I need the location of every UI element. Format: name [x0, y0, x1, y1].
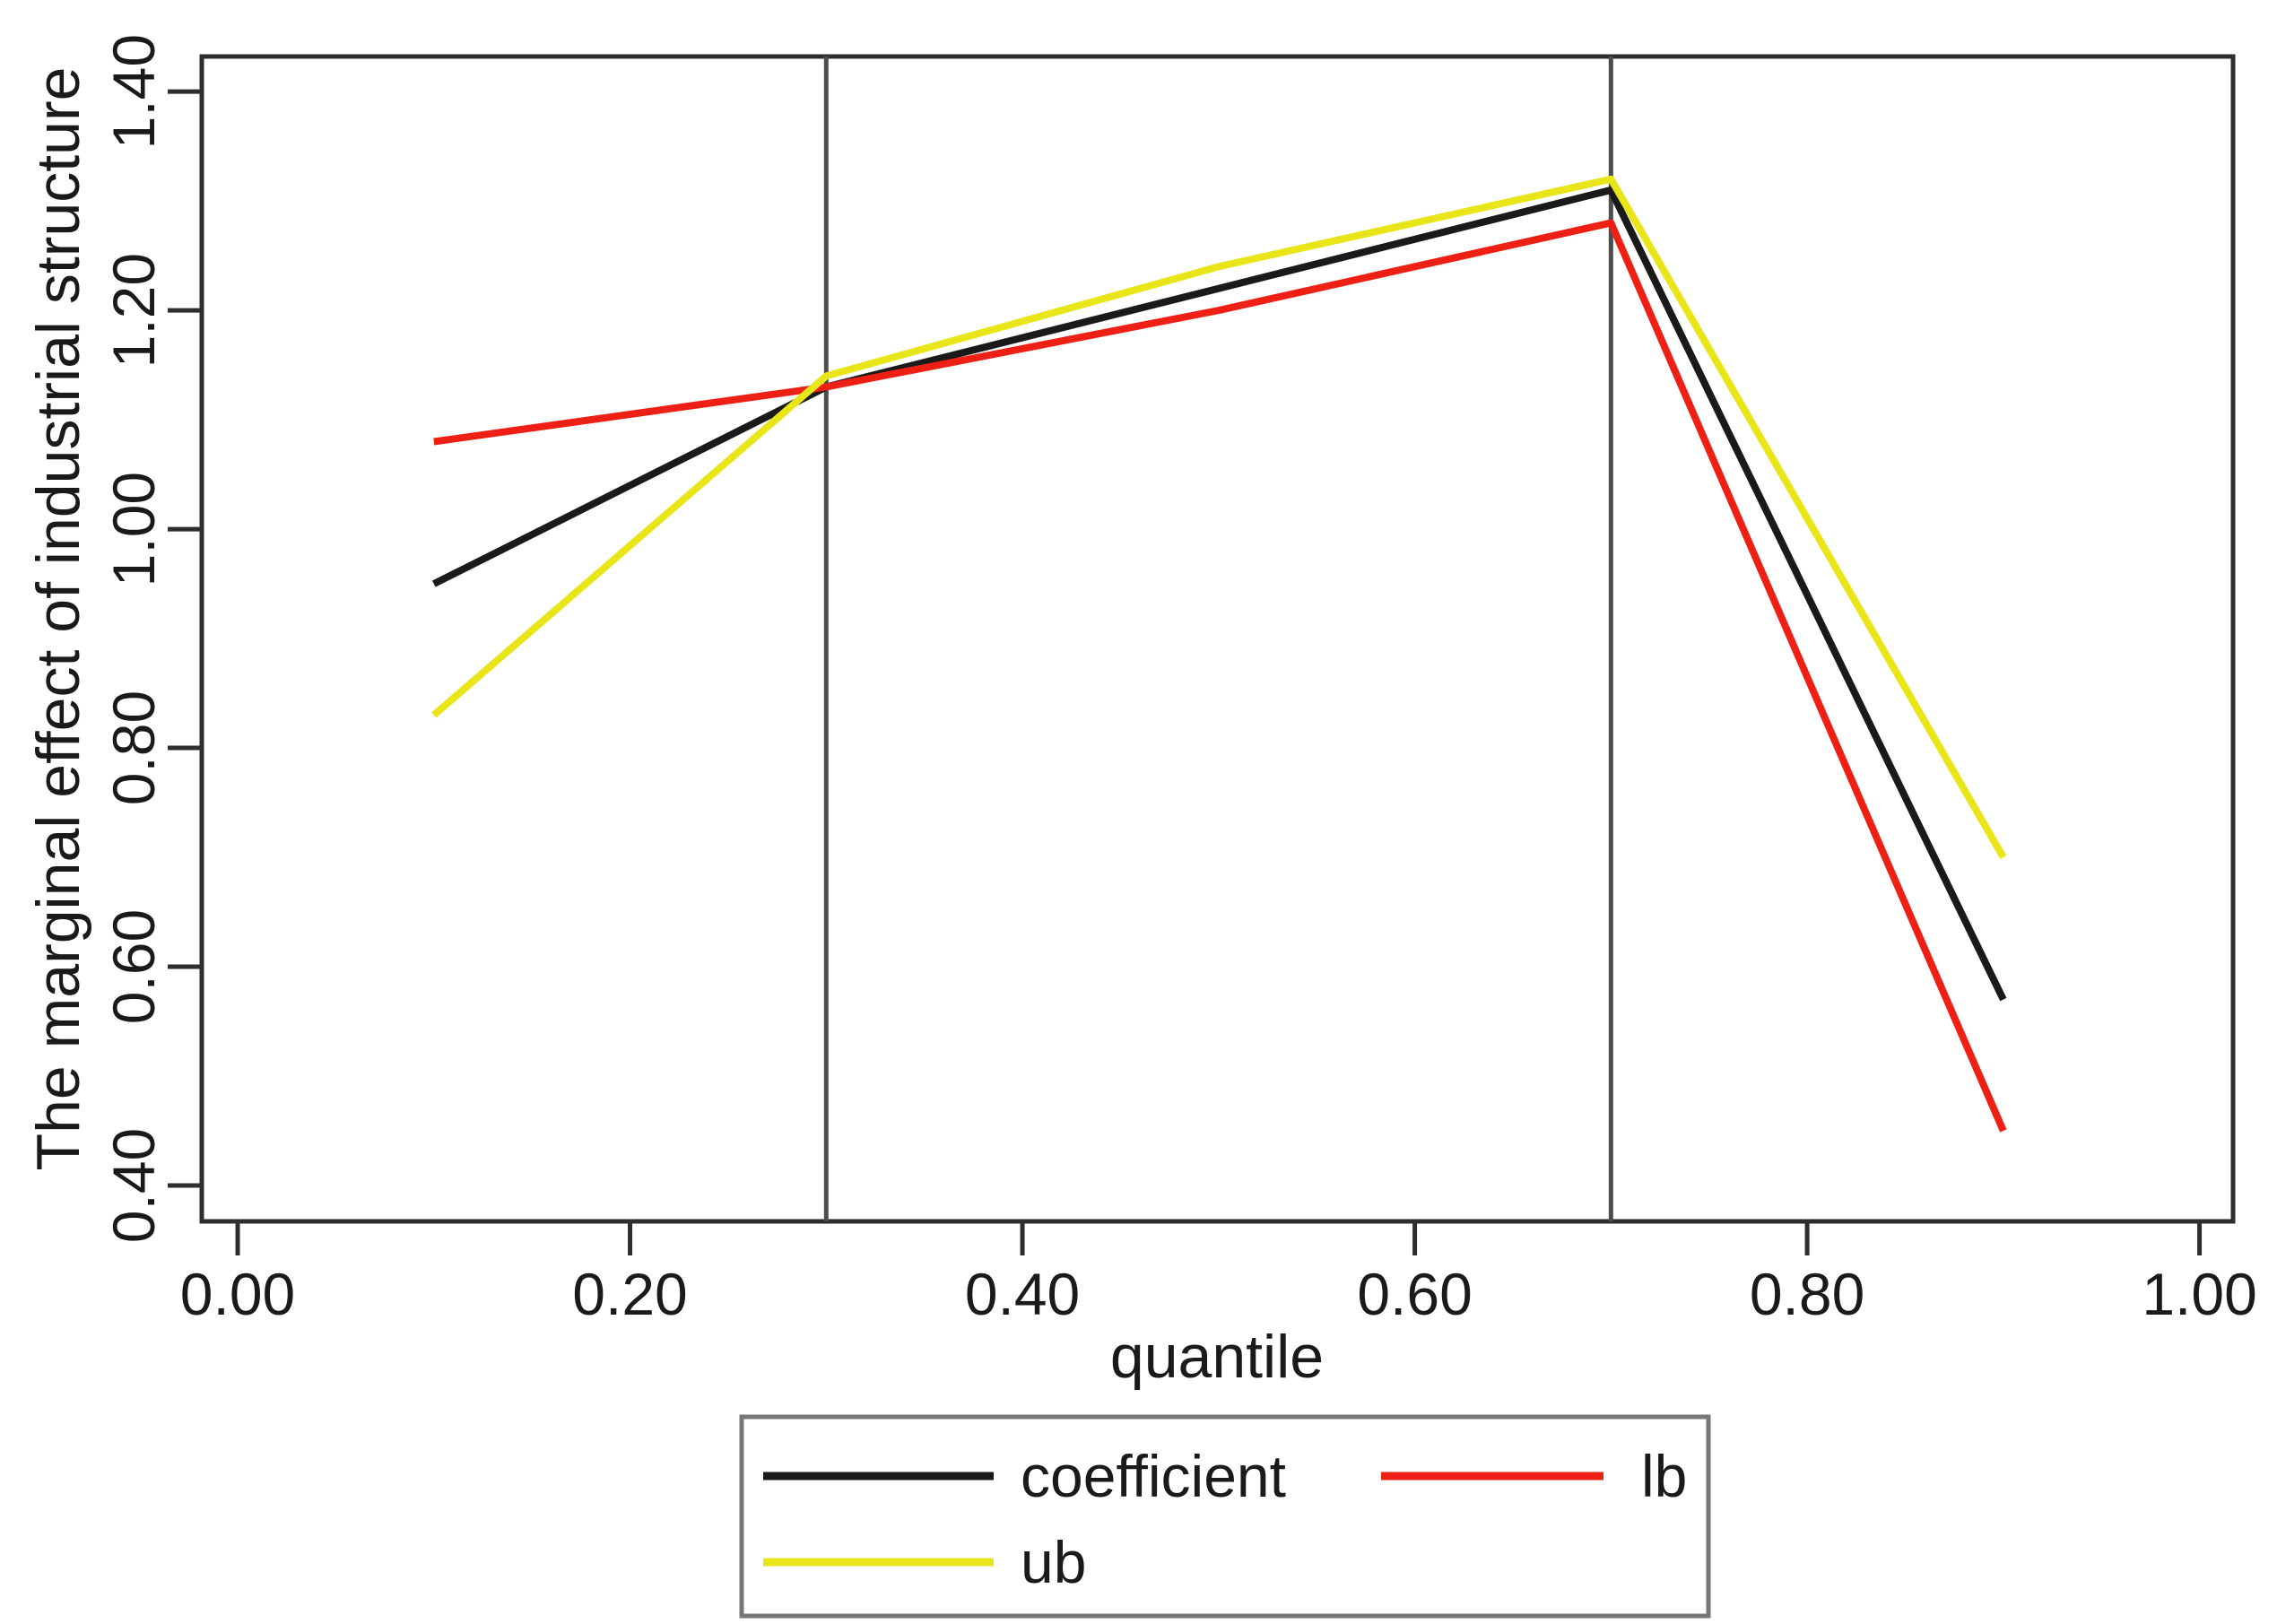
y-axis-title: The marginal effect of industrial struct… [24, 67, 92, 1171]
legend-label-coefficient: coefficient [1021, 1443, 1286, 1509]
series-lb [433, 219, 2007, 1133]
x-tick-label: 0.00 [180, 1261, 295, 1327]
x-tick-label: 0.20 [572, 1261, 687, 1327]
legend-label-ub: ub [1021, 1529, 1086, 1595]
series-ub [431, 175, 2007, 860]
x-tick-label: 1.00 [2142, 1261, 2256, 1327]
x-tick-label: 0.60 [1357, 1261, 1472, 1327]
legend: coefficient lb ub [739, 1414, 1711, 1619]
reference-lines [823, 56, 1613, 1221]
plot-area [199, 54, 2236, 1224]
series-coefficient [431, 186, 2007, 1002]
y-tick-label: 1.00 [100, 472, 167, 586]
legend-label-lb: lb [1641, 1443, 1687, 1509]
legend-entries: coefficient lb ub [763, 1443, 1687, 1595]
y-tick-label: 0.60 [100, 909, 167, 1024]
x-tick-label: 0.80 [1750, 1261, 1864, 1327]
y-tick-label: 0.40 [100, 1128, 167, 1243]
axis-ticks: 0.00 0.20 0.40 0.60 0.80 1.00 1.40 1.20 1.00 0.80… [100, 34, 2257, 1327]
x-axis-title: quantile [1110, 1323, 1324, 1391]
legend-box [739, 1414, 1711, 1619]
y-tick-label: 0.80 [100, 690, 167, 805]
y-tick-label: 1.20 [100, 253, 167, 368]
series-lines [431, 175, 2007, 1133]
x-tick-label: 0.40 [965, 1261, 1080, 1327]
y-tick-label: 1.40 [100, 34, 167, 149]
